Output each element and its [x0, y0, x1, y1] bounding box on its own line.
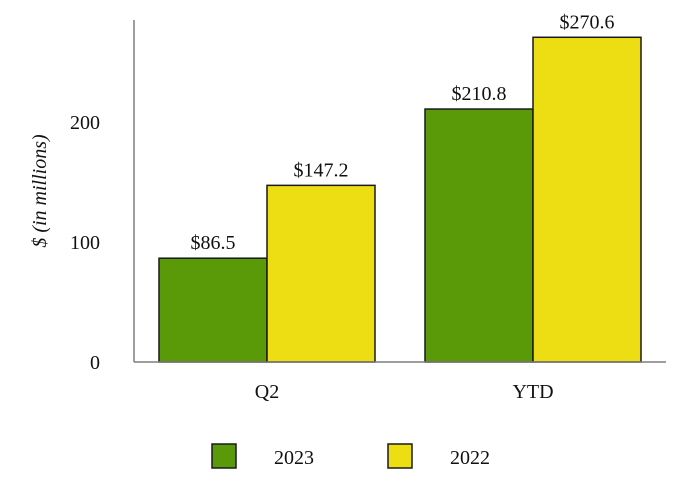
x-tick-label: YTD	[512, 381, 553, 403]
legend-swatch-2023	[211, 443, 237, 469]
data-label-2023-ytd: $210.8	[452, 83, 507, 105]
y-tick-labels: 0 100 200	[70, 112, 100, 374]
y-tick-label: 200	[70, 112, 100, 134]
data-label-2022-q2: $147.2	[294, 159, 349, 181]
bar-2022-q2	[266, 184, 376, 363]
legend: 2023 2022	[211, 443, 490, 469]
data-label-2023-q2: $86.5	[191, 232, 236, 254]
bar-2023-ytd	[424, 108, 534, 363]
legend-label-2022: 2022	[450, 447, 490, 469]
legend-label-2023: 2023	[274, 447, 314, 469]
bar-2023-q2	[158, 257, 268, 363]
x-tick-label: Q2	[255, 381, 279, 403]
y-tick-label: 0	[90, 352, 100, 374]
data-label-2022-ytd: $270.6	[560, 11, 615, 33]
x-tick-labels: Q2 YTD	[255, 381, 554, 403]
y-tick-label: 100	[70, 232, 100, 254]
y-axis: 0 100 200 $ (in millions)	[29, 20, 135, 374]
bars	[158, 36, 642, 363]
data-labels: $86.5 $147.2 $210.8 $270.6	[191, 11, 615, 254]
legend-swatch-2022	[387, 443, 413, 469]
y-axis-title: $ (in millions)	[29, 134, 51, 248]
bar-2022-ytd	[532, 36, 642, 363]
